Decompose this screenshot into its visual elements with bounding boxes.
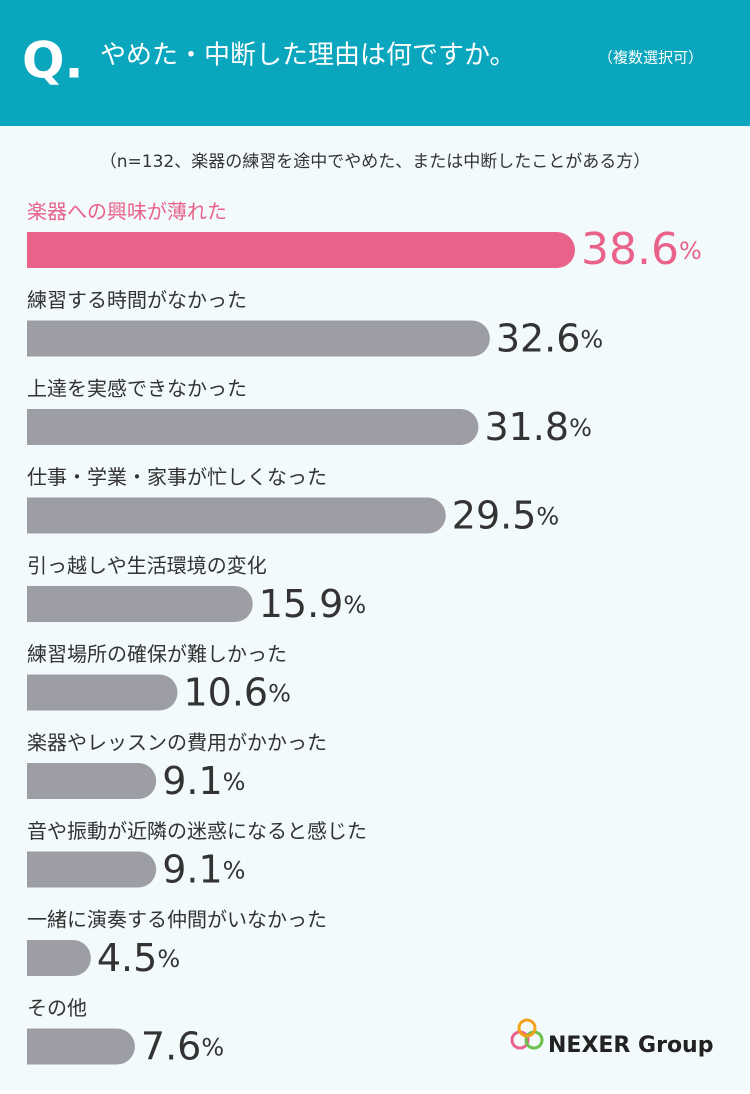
value-number: 38.6: [581, 224, 679, 275]
value-unit: %: [679, 237, 702, 265]
bar: [27, 586, 253, 622]
category-label: 上達を実感できなかった: [27, 377, 247, 401]
value-label: 29.5%: [452, 493, 559, 537]
bar-left-edge: [27, 1028, 45, 1065]
bar: [27, 763, 157, 799]
logo-text: NEXER Group: [548, 1033, 713, 1058]
value-number: 7.6: [141, 1024, 201, 1068]
title-note: （複数選択可）: [598, 49, 703, 67]
bar: [27, 409, 479, 445]
bar-left-edge: [27, 409, 45, 445]
value-unit: %: [536, 503, 559, 531]
value-number: 15.9: [259, 582, 344, 626]
value-label: 10.6%: [183, 670, 290, 714]
category-label: 一緒に演奏する仲間がいなかった: [27, 908, 327, 932]
value-number: 29.5: [452, 493, 537, 537]
bar: [27, 851, 157, 888]
value-label: 7.6%: [141, 1024, 224, 1068]
bar: [27, 1028, 135, 1065]
value-unit: %: [223, 768, 246, 796]
value-number: 4.5: [97, 936, 157, 980]
category-label: 引っ越しや生活環境の変化: [27, 554, 267, 578]
category-label: その他: [27, 996, 87, 1020]
value-number: 9.1: [162, 759, 222, 803]
value-label: 15.9%: [259, 582, 366, 626]
bar-left-edge: [27, 232, 45, 268]
bar: [27, 674, 178, 711]
category-label: 楽器やレッスンの費用がかかった: [27, 731, 327, 755]
bar: [27, 232, 575, 268]
value-unit: %: [201, 1034, 224, 1062]
category-label: 練習場所の確保が難しかった: [27, 642, 287, 666]
value-label: 32.6%: [496, 316, 603, 360]
bar-left-edge: [27, 497, 45, 534]
value-label: 9.1%: [162, 759, 245, 803]
value-label: 31.8%: [484, 405, 591, 449]
value-number: 31.8: [484, 405, 569, 449]
value-label: 4.5%: [97, 936, 180, 980]
value-unit: %: [580, 326, 603, 354]
bar: [27, 497, 446, 534]
bar-left-edge: [27, 674, 45, 711]
value-unit: %: [569, 414, 592, 442]
category-label: 音や振動が近隣の迷惑になると感じた: [27, 819, 367, 843]
value-label: 38.6%: [581, 224, 702, 275]
category-label: 楽器への興味が薄れた: [27, 200, 227, 224]
bar-left-edge: [27, 940, 45, 976]
value-unit: %: [223, 857, 246, 885]
bar: [27, 320, 490, 357]
value-number: 10.6: [183, 670, 268, 714]
value-unit: %: [343, 591, 366, 619]
q-mark: Q.: [22, 32, 84, 90]
bar-left-edge: [27, 763, 45, 799]
bar-left-edge: [27, 320, 45, 357]
value-number: 9.1: [162, 847, 222, 891]
value-label: 9.1%: [162, 847, 245, 891]
subtitle: （n=132、楽器の練習を途中でやめた、または中断したことがある方）: [100, 152, 650, 172]
logo: NEXER Group: [510, 1018, 713, 1058]
value-unit: %: [157, 945, 180, 973]
logo-icon: [517, 1018, 537, 1038]
category-label: 練習する時間がなかった: [27, 288, 247, 312]
bar-left-edge: [27, 851, 45, 888]
value-number: 32.6: [496, 316, 581, 360]
value-unit: %: [268, 680, 291, 708]
chart-title: やめた・中断した理由は何ですか。: [100, 41, 515, 71]
header: [0, 0, 750, 126]
bar-left-edge: [27, 586, 45, 622]
category-label: 仕事・学業・家事が忙しくなった: [27, 465, 327, 489]
